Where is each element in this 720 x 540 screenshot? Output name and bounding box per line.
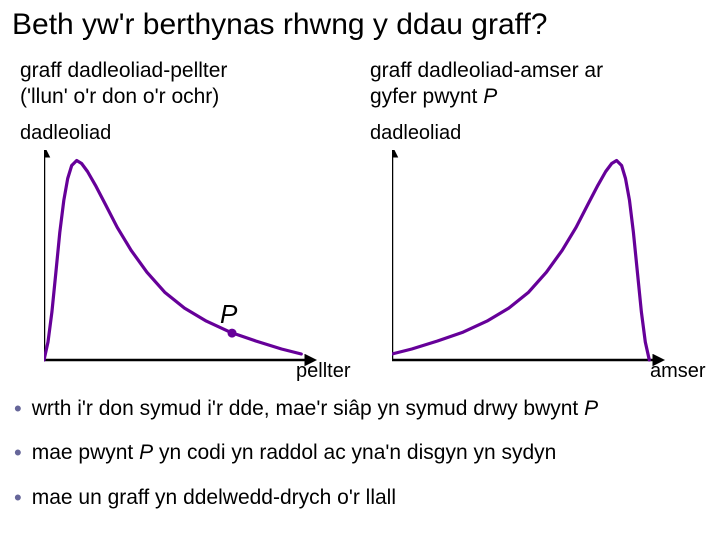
bullet-list: • wrth i'r don symud i'r dde, mae'r siâp … xyxy=(14,396,706,529)
axis-y-left-label: dadleoliad xyxy=(20,122,111,145)
bullet-text: wrth i'r don symud i'r dde, mae'r siâp y… xyxy=(32,396,598,422)
page-title: Beth yw'r berthynas rhwng y ddau graff? xyxy=(12,8,547,42)
left-subtitle-line2: ('llun' o'r don o'r ochr) xyxy=(20,85,219,108)
displacement-distance-chart xyxy=(44,150,326,378)
bullet-dot-icon: • xyxy=(14,485,22,511)
left-subtitle: graff dadleoliad-pellter ('llun' o'r don… xyxy=(20,58,320,111)
bullet-text-pre: mae pwynt xyxy=(32,441,139,464)
bullet-item: • mae un graff yn ddelwedd-drych o'r llal… xyxy=(14,485,706,511)
bullet-dot-icon: • xyxy=(14,396,22,422)
bullet-text-italic: P xyxy=(584,397,598,420)
right-subtitle: graff dadleoliad-amser ar gyfer pwynt P xyxy=(370,58,690,111)
left-subtitle-line1: graff dadleoliad-pellter xyxy=(20,59,227,82)
bullet-dot-icon: • xyxy=(14,440,22,466)
bullet-text: mae pwynt P yn codi yn raddol ac yna'n d… xyxy=(32,440,557,466)
bullet-item: • wrth i'r don symud i'r dde, mae'r siâp … xyxy=(14,396,706,422)
bullet-text: mae un graff yn ddelwedd-drych o'r llall xyxy=(32,485,396,511)
curve xyxy=(392,161,649,361)
right-subtitle-line2-prefix: gyfer pwynt xyxy=(370,85,483,108)
right-subtitle-line2-italic: P xyxy=(483,85,497,108)
bullet-text-pre: mae un graff yn ddelwedd-drych o'r llall xyxy=(32,486,396,509)
right-subtitle-line1: graff dadleoliad-amser ar xyxy=(370,59,603,82)
p-point xyxy=(228,329,237,338)
bullet-text-pre: wrth i'r don symud i'r dde, mae'r siâp y… xyxy=(32,397,584,420)
displacement-time-chart xyxy=(392,150,674,378)
bullet-text-post: yn codi yn raddol ac yna'n disgyn yn syd… xyxy=(153,441,556,464)
bullet-text-italic: P xyxy=(139,441,153,464)
curve xyxy=(44,161,301,361)
axis-y-right-label: dadleoliad xyxy=(370,122,461,145)
bullet-item: • mae pwynt P yn codi yn raddol ac yna'n … xyxy=(14,440,706,466)
